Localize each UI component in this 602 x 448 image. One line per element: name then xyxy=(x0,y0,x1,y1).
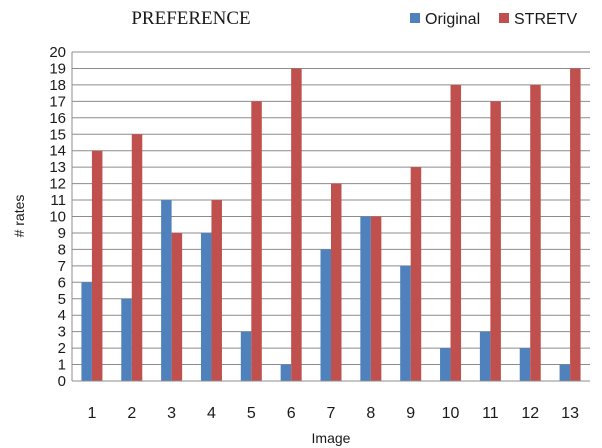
x-tick-label: 6 xyxy=(287,405,296,422)
y-tick-label: 17 xyxy=(49,93,66,110)
legend-label-stretv: STRETV xyxy=(514,11,577,28)
x-tick-label: 2 xyxy=(127,405,136,422)
x-axis-ticks: 1 2 3 4 5 6 7 8 9 10 11 12 13 xyxy=(87,405,579,422)
y-tick-label: 13 xyxy=(49,159,66,176)
bar-stretv-12 xyxy=(530,84,541,382)
y-tick-label: 10 xyxy=(49,209,66,226)
bar-stretv-11 xyxy=(490,101,501,381)
legend: Original STRETV xyxy=(410,11,577,28)
legend-label-original: Original xyxy=(425,11,480,28)
bar-original-10 xyxy=(440,348,451,381)
y-tick-label: 9 xyxy=(58,225,66,242)
bar-original-7 xyxy=(320,249,331,381)
bar-original-4 xyxy=(200,232,212,381)
x-tick-label: 10 xyxy=(442,405,460,422)
y-tick-label: 4 xyxy=(58,307,66,324)
y-tick-label: 5 xyxy=(58,291,66,308)
bar-stretv-3 xyxy=(171,232,183,381)
bar-stretv-4 xyxy=(211,200,222,381)
legend-swatch-stretv xyxy=(499,13,509,23)
x-axis-label: Image xyxy=(312,430,351,446)
bar-original-6 xyxy=(280,364,292,381)
bar-original-2 xyxy=(121,298,132,381)
bar-stretv-7 xyxy=(331,183,342,381)
bar-original-5 xyxy=(240,331,252,381)
y-tick-label: 14 xyxy=(49,143,66,160)
bar-stretv-13 xyxy=(570,68,581,381)
bars xyxy=(81,68,581,382)
bar-original-1 xyxy=(81,282,92,381)
legend-swatch-original xyxy=(410,13,420,23)
x-tick-label: 5 xyxy=(247,405,256,422)
y-tick-label: 19 xyxy=(49,60,66,77)
bar-original-8 xyxy=(360,216,371,381)
bar-original-12 xyxy=(519,348,531,381)
bar-stretv-2 xyxy=(131,134,143,381)
bar-original-3 xyxy=(161,200,172,381)
bar-original-13 xyxy=(559,364,571,381)
y-tick-label: 12 xyxy=(49,176,66,193)
bar-stretv-6 xyxy=(291,68,302,381)
bar-stretv-9 xyxy=(410,167,422,381)
x-tick-label: 7 xyxy=(327,405,336,422)
y-tick-label: 15 xyxy=(49,126,66,143)
y-tick-label: 18 xyxy=(49,77,66,94)
y-tick-label: 1 xyxy=(58,357,66,374)
x-tick-label: 8 xyxy=(366,405,375,422)
x-tick-label: 13 xyxy=(561,405,579,422)
chart-title: PREFERENCE xyxy=(131,8,250,29)
y-axis-label: # rates xyxy=(11,195,27,238)
x-tick-label: 9 xyxy=(406,405,415,422)
bar-stretv-10 xyxy=(450,84,462,382)
x-tick-label: 11 xyxy=(482,405,499,422)
x-tick-label: 3 xyxy=(167,405,176,422)
bar-stretv-1 xyxy=(91,150,103,381)
x-tick-label: 1 xyxy=(87,405,96,422)
y-tick-label: 16 xyxy=(49,110,66,127)
bar-stretv-5 xyxy=(251,101,262,381)
gridlines xyxy=(72,51,590,366)
bar-stretv-8 xyxy=(370,216,382,381)
y-tick-label: 3 xyxy=(58,324,66,341)
y-tick-label: 0 xyxy=(58,373,66,390)
bar-original-9 xyxy=(400,265,411,381)
y-tick-label: 8 xyxy=(58,241,66,258)
y-tick-label: 2 xyxy=(58,340,66,357)
y-tick-label: 7 xyxy=(58,258,66,275)
y-tick-label: 6 xyxy=(58,274,66,291)
x-tick-label: 4 xyxy=(207,405,216,422)
bar-original-11 xyxy=(479,331,491,381)
y-tick-label: 20 xyxy=(49,44,66,61)
y-tick-label: 11 xyxy=(50,192,66,209)
x-tick-label: 12 xyxy=(521,405,539,422)
